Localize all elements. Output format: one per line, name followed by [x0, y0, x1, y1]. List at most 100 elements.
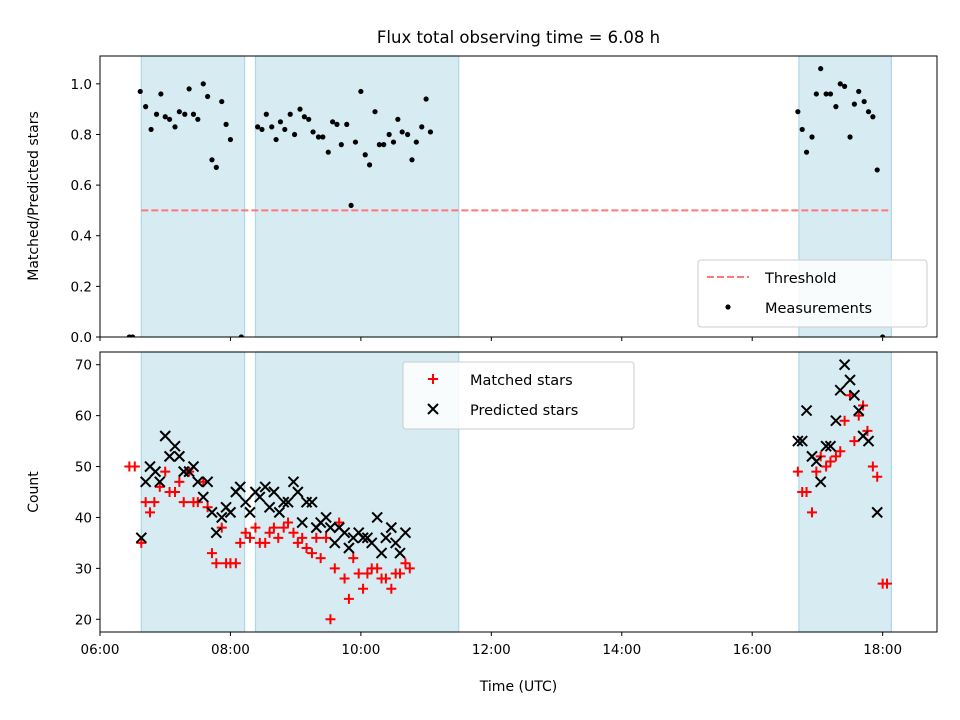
measurement-point [172, 124, 178, 130]
measurement-point [809, 134, 815, 140]
measurement-point [219, 98, 225, 105]
measurement-point [413, 139, 419, 145]
bottom-observing-band-0 [140, 351, 246, 633]
measurement-point [827, 91, 834, 97]
measurement-point [166, 116, 173, 122]
predicted-star-point [277, 496, 290, 508]
bottom-legend: Matched stars Predicted stars [402, 361, 635, 430]
matched-star-point [386, 583, 397, 594]
measurement-point [190, 111, 197, 117]
predicted-star-point [159, 430, 171, 442]
matched-star-point [250, 522, 261, 533]
x-tick-label: 16:00 [733, 642, 772, 658]
measurement-point [851, 101, 857, 107]
measurement-point [213, 164, 219, 170]
predicted-star-point [259, 481, 271, 493]
top-y-tick-label: 0.6 [71, 178, 92, 194]
top-y-tick-label: 0.8 [71, 127, 92, 143]
matched-star-point [311, 532, 322, 543]
predicted-star-point [173, 450, 186, 463]
ratio-panel: 0.0 0.2 0.4 0.6 0.8 1.0 Threshold Measurements [71, 55, 938, 346]
matched-star-point [353, 568, 364, 579]
matched-star-point [206, 548, 217, 559]
measurement-point [148, 126, 154, 133]
measurement-point [795, 109, 801, 115]
predicted-star-point [234, 481, 246, 493]
matched-star-point [339, 573, 350, 584]
predicted-star-point [834, 384, 846, 396]
measurement-point [306, 116, 312, 122]
matched-star-point [136, 537, 147, 548]
matched-star-point [839, 415, 850, 426]
matched-star-point [825, 456, 836, 467]
predicted-star-point [320, 511, 332, 524]
predicted-star-point [287, 476, 300, 488]
measurement-point [334, 121, 340, 127]
matched-star-point [315, 553, 326, 564]
matched-star-point [278, 522, 289, 533]
measurement-point [291, 131, 298, 138]
legend-measurements-label: Measurements [765, 301, 872, 317]
matched-star-point [792, 466, 803, 477]
predicted-star-point [224, 506, 237, 519]
predicted-star-point [306, 496, 318, 508]
measurement-point [865, 109, 872, 115]
predicted-star-point [371, 511, 383, 524]
bottom-y-tick-label: 40 [75, 510, 92, 526]
predicted-star-point [838, 359, 851, 371]
matched-star-point [273, 532, 284, 543]
measurement-point [409, 157, 415, 163]
matched-star-point [801, 487, 812, 497]
measurement-point [419, 124, 425, 130]
bottom-y-tick-label: 50 [75, 460, 92, 476]
measurement-point [376, 142, 382, 148]
measurement-point [399, 129, 405, 135]
predicted-star-point [154, 476, 166, 488]
legend-box [697, 259, 928, 328]
matched-star-point [321, 532, 332, 543]
predicted-star-point [862, 435, 875, 447]
legend-predicted-label: Predicted stars [470, 403, 578, 419]
top-y-tick-label: 0.0 [71, 330, 92, 346]
bottom-observing-band-2 [798, 351, 892, 633]
predicted-star-point [244, 506, 256, 519]
measurement-point [223, 121, 229, 127]
predicted-star-point [268, 486, 280, 498]
measurement-point [209, 157, 215, 163]
predicted-star-point [216, 511, 228, 524]
matched-star-point [372, 563, 383, 574]
predicted-star-point [814, 476, 827, 488]
measurement-point [205, 93, 211, 100]
matched-star-point [288, 527, 299, 538]
measurement-point [847, 134, 853, 140]
predicted-star-point [292, 486, 304, 498]
top-observing-band-0 [140, 55, 246, 338]
legend-box [402, 361, 635, 430]
predicted-star-point [210, 527, 223, 539]
top-y-tick-label: 0.2 [71, 279, 92, 295]
predicted-star-point [135, 532, 148, 544]
matched-star-point [358, 583, 369, 594]
measurement-point [162, 114, 168, 120]
predicted-star-point [324, 521, 337, 534]
measurement-point [315, 134, 322, 140]
predicted-star-point [824, 440, 837, 452]
predicted-star-point [385, 521, 398, 534]
predicted-star-point [296, 516, 308, 529]
measurement-point [255, 124, 261, 130]
matched-star-point [811, 466, 822, 477]
measurement-point [390, 139, 397, 145]
matched-star-point [395, 568, 406, 579]
measurement-point [348, 202, 354, 208]
measurement-point [130, 334, 136, 337]
measurement-point [301, 114, 307, 120]
measurement-point [366, 162, 373, 168]
measurement-point [287, 111, 293, 117]
measurement-point [842, 83, 848, 89]
matched-star-point [306, 548, 317, 559]
bottom-plot-area [124, 359, 892, 625]
measurement-point [325, 149, 331, 155]
x-tick-label: 18:00 [863, 642, 902, 658]
predicted-star-point [192, 476, 204, 488]
predicted-star-point [239, 496, 252, 508]
